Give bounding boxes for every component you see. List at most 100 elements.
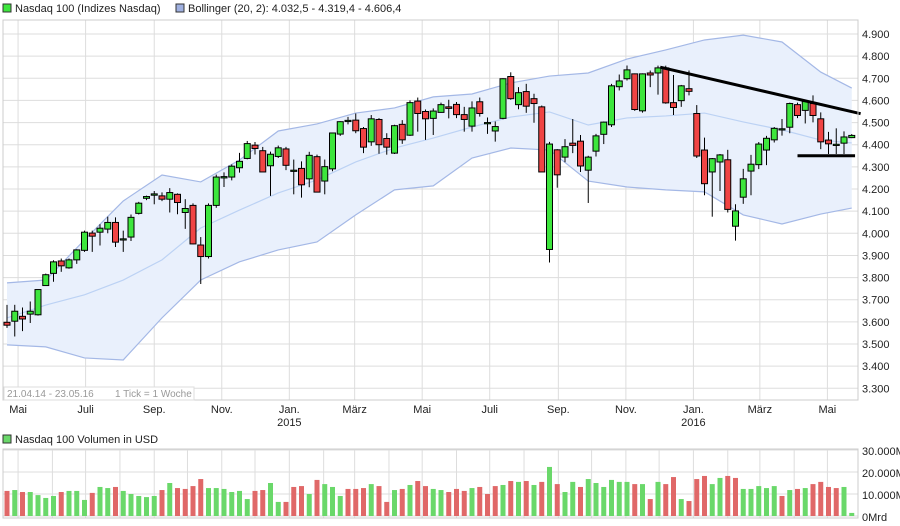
candle-body <box>654 67 662 74</box>
candle-body <box>677 85 685 102</box>
x-tick-label: Mai <box>9 404 27 416</box>
candlestick <box>88 230 96 252</box>
candlestick <box>282 146 290 171</box>
bollinger-upper-line <box>6 34 853 284</box>
candle-body <box>50 261 57 274</box>
volume-bar <box>330 486 335 516</box>
candlestick <box>251 142 259 155</box>
x-tick-label: Jan. <box>279 404 300 416</box>
candlestick <box>840 131 848 155</box>
candlestick <box>460 106 468 132</box>
candle-body <box>360 128 367 148</box>
candlestick <box>747 154 755 196</box>
candlesticks <box>3 65 856 337</box>
candlestick <box>50 260 57 282</box>
candlestick <box>104 216 112 234</box>
candlestick <box>553 149 561 188</box>
x-tick-label: Juli <box>481 404 498 416</box>
volume-bar <box>128 494 134 516</box>
price-y-tick-label: 3.800 <box>862 273 890 285</box>
candle-body <box>515 92 522 106</box>
volume-bar <box>260 490 266 516</box>
candlestick <box>646 70 654 88</box>
x-tick-year-label: 2015 <box>277 417 301 429</box>
candlestick <box>267 151 274 196</box>
volume-panel-frame <box>2 448 859 519</box>
candlestick <box>11 304 19 337</box>
volume-bar <box>779 495 785 516</box>
candle-body <box>26 310 34 315</box>
candle-body <box>127 216 135 238</box>
candlestick <box>561 139 569 163</box>
trendlines <box>659 65 861 158</box>
x-tick-label: Sep. <box>547 404 570 416</box>
candle-body <box>499 78 507 119</box>
volume-bar <box>423 486 428 516</box>
price-y-tick-label: 4.700 <box>862 73 890 85</box>
candlestick <box>65 258 73 269</box>
volume-bar <box>810 484 816 516</box>
volume-bar <box>275 501 281 516</box>
candle-body <box>259 150 267 173</box>
legend-swatch-main <box>2 3 12 13</box>
x-tick-label: Mai <box>413 404 431 416</box>
candlestick <box>414 97 422 132</box>
candle-body <box>453 103 460 116</box>
candlestick <box>716 154 724 191</box>
candle-body <box>592 135 600 152</box>
candle-body <box>639 73 646 112</box>
volume-bar <box>585 479 591 516</box>
candlestick <box>732 204 739 241</box>
candle-body <box>88 232 96 237</box>
candle-body <box>406 102 414 136</box>
candle-body <box>81 231 88 251</box>
volume-bar <box>485 494 490 516</box>
price-y-tick-label: 4.200 <box>862 184 890 196</box>
volume-bar <box>4 490 10 516</box>
candlestick <box>212 174 220 208</box>
candle-body <box>786 103 794 128</box>
candle-body <box>19 315 26 320</box>
volume-bars <box>4 466 855 516</box>
candlestick <box>476 97 484 117</box>
legend-bollinger: Bollinger (20, 2): 4.032,5 - 4.319,4 - 4… <box>175 3 401 15</box>
candlestick <box>608 83 615 128</box>
volume-bar <box>461 490 467 516</box>
candle-body <box>212 176 220 206</box>
candle-body <box>561 146 569 158</box>
candle-body <box>569 142 577 146</box>
legend-volume-label: Nasdaq 100 Volumen in USD <box>15 434 158 446</box>
volume-bar <box>51 495 56 516</box>
volume-bar <box>361 488 366 516</box>
candlestick <box>197 237 205 285</box>
candlestick <box>794 102 801 119</box>
price-y-tick-label: 3.700 <box>862 295 890 307</box>
volume-bar <box>640 484 645 516</box>
volume-bar <box>578 486 583 516</box>
candle-body <box>329 132 336 170</box>
volume-bar <box>35 495 41 516</box>
candlestick <box>755 142 763 170</box>
volume-bar <box>647 499 653 516</box>
candlestick <box>398 120 406 144</box>
candlestick <box>770 127 778 143</box>
candlestick <box>243 140 251 160</box>
volume-bar <box>430 488 436 516</box>
price-y-tick-label: 4.100 <box>862 206 890 218</box>
volume-bar <box>66 490 72 516</box>
candle-body <box>57 260 65 267</box>
candlestick <box>19 307 26 332</box>
volume-bar <box>399 488 405 516</box>
volume-bar <box>446 492 452 516</box>
candle-body <box>352 119 360 132</box>
candlestick <box>662 65 670 104</box>
volume-bar <box>624 481 630 516</box>
candle-body <box>724 159 732 210</box>
candlestick <box>119 230 127 252</box>
range-box-frame <box>3 386 195 401</box>
candlestick <box>259 146 267 173</box>
volume-bar <box>663 484 669 516</box>
volume-bar <box>167 483 173 516</box>
candlestick <box>592 133 600 157</box>
